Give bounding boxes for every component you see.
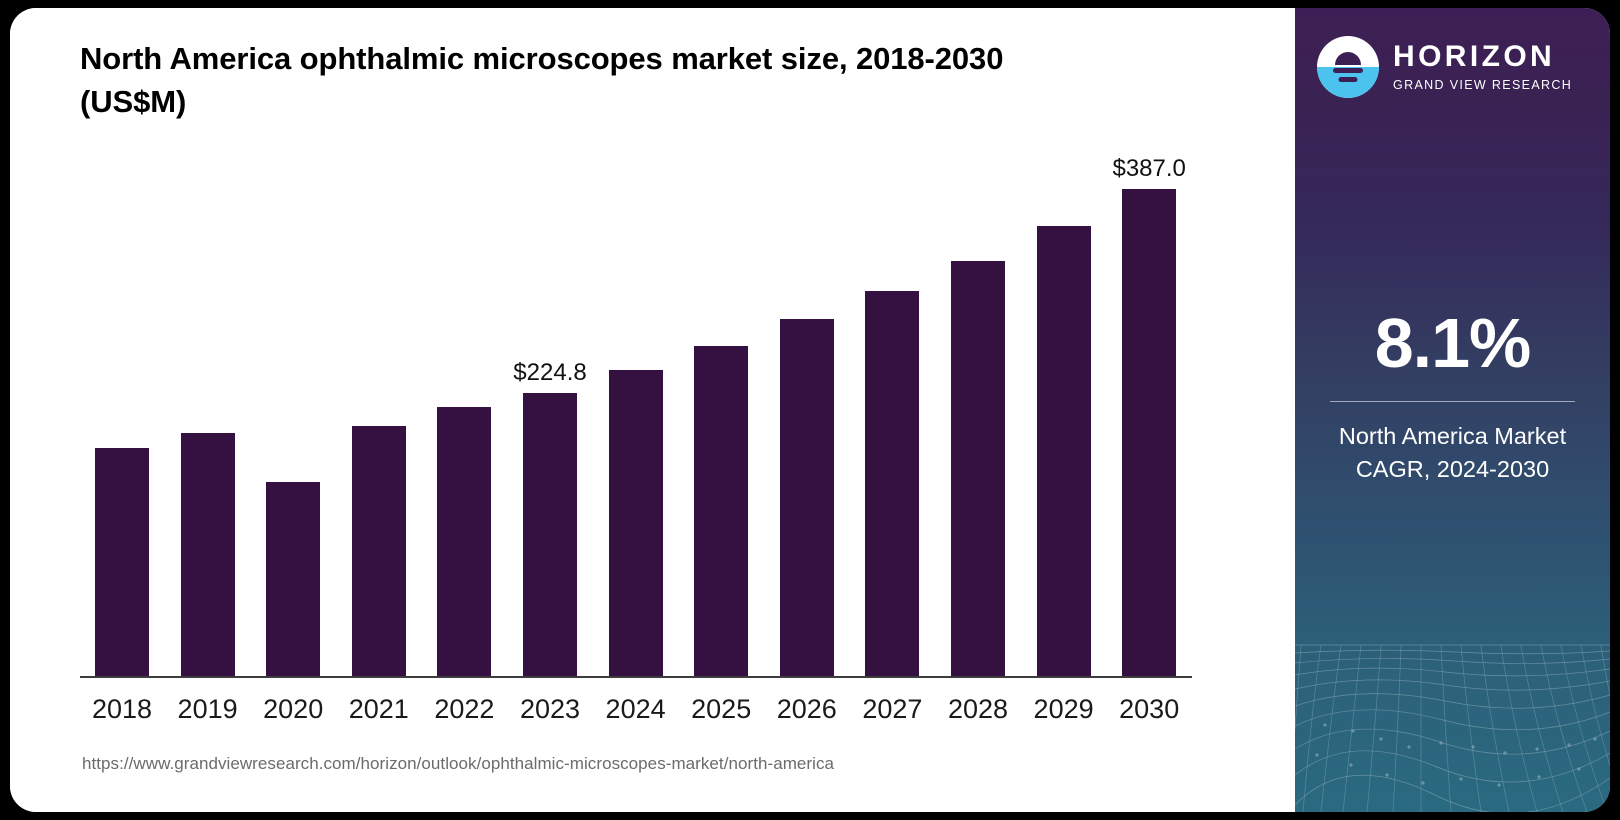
x-tick-2018: 2018 (91, 694, 153, 724)
x-tick-2024: 2024 (605, 694, 666, 724)
x-tick-2023: 2023 (519, 694, 581, 724)
x-tick-2028: 2028 (947, 694, 1009, 724)
bar-2018[interactable] (95, 448, 149, 676)
brand-name: HORIZON (1393, 40, 1556, 74)
x-tick-2021: 2021 (348, 694, 409, 724)
horizon-logo-text: HORIZON GRAND VIEW RESEARCH (1393, 42, 1572, 92)
bar-slot (679, 148, 763, 676)
chart-title-line-1: North America ophthalmic microscopes mar… (80, 41, 1004, 76)
brand-subtitle: GRAND VIEW RESEARCH (1393, 78, 1573, 93)
bar-2020[interactable] (266, 482, 321, 676)
cagr-caption-line-1: North America Market (1338, 423, 1567, 450)
bar-chart-plot-area: $224.8 $387.0 (80, 148, 1205, 678)
cagr-caption-line-2: CAGR, 2024-2030 (1355, 455, 1550, 482)
wireframe-mesh-decoration (1295, 644, 1610, 812)
x-tick-2027: 2027 (862, 694, 923, 724)
chart-title-line-2: (US$M) (80, 83, 187, 119)
bar-slot (765, 148, 849, 676)
x-tick-2030: 2030 (1119, 694, 1180, 724)
bar-2027[interactable] (865, 291, 920, 676)
bar-slot (251, 148, 335, 676)
bar-slot (850, 148, 934, 676)
horizon-logo-icon (1317, 36, 1379, 98)
cagr-divider (1330, 401, 1575, 403)
bar-slot (594, 148, 678, 676)
bar-2024[interactable] (608, 370, 663, 676)
x-tick-2019: 2019 (177, 694, 238, 724)
bar-value-label-2030: $387.0 (1112, 155, 1186, 182)
cagr-value: 8.1% (1374, 304, 1532, 382)
bar-slot (936, 148, 1020, 676)
source-url[interactable]: https://www.grandviewresearch.com/horizo… (82, 754, 835, 773)
bar-slot (80, 148, 164, 676)
bar-value-label-2023: $224.8 (513, 359, 587, 386)
bar-slot: $224.8 (508, 148, 592, 676)
chart-title: North America ophthalmic microscopes mar… (80, 38, 1200, 124)
logo-bar-narrow (1338, 76, 1358, 82)
x-tick-2020: 2020 (263, 694, 324, 724)
logo-dome-shape (1335, 52, 1361, 66)
x-tick-2026: 2026 (776, 694, 837, 724)
bar-2023[interactable]: $224.8 (513, 359, 587, 676)
bar-2019[interactable] (180, 433, 235, 676)
bar-2025[interactable] (694, 346, 749, 676)
bar-slot (422, 148, 506, 676)
bar-2030[interactable]: $387.0 (1112, 155, 1186, 676)
x-axis-line (80, 676, 1192, 678)
bar-2021[interactable] (351, 426, 406, 676)
bar-2022[interactable] (437, 407, 492, 676)
x-tick-2029: 2029 (1033, 694, 1094, 724)
logo-bar-wide (1333, 68, 1363, 74)
brand-sidebar: HORIZON GRAND VIEW RESEARCH 8.1% North A… (1295, 8, 1610, 812)
horizon-logo: HORIZON GRAND VIEW RESEARCH (1317, 36, 1572, 98)
bar-2029[interactable] (1036, 226, 1091, 676)
bar-slot (166, 148, 250, 676)
x-axis-tick-labels: 2018 2019 2020 2021 2022 2023 2024 2025 2026 2027… (80, 686, 1205, 734)
bar-slot (1022, 148, 1106, 676)
x-tick-2025: 2025 (691, 694, 752, 724)
bar-slot: $387.0 (1107, 148, 1191, 676)
bar-2026[interactable] (779, 319, 834, 676)
chart-panel: North America ophthalmic microscopes mar… (10, 8, 1295, 812)
cagr-callout: 8.1% North America Market CAGR, 2024-203… (1295, 304, 1610, 485)
bar-2028[interactable] (951, 261, 1005, 676)
chart-card: North America ophthalmic microscopes mar… (10, 8, 1610, 812)
bar-slot (337, 148, 421, 676)
x-tick-2022: 2022 (434, 694, 495, 724)
